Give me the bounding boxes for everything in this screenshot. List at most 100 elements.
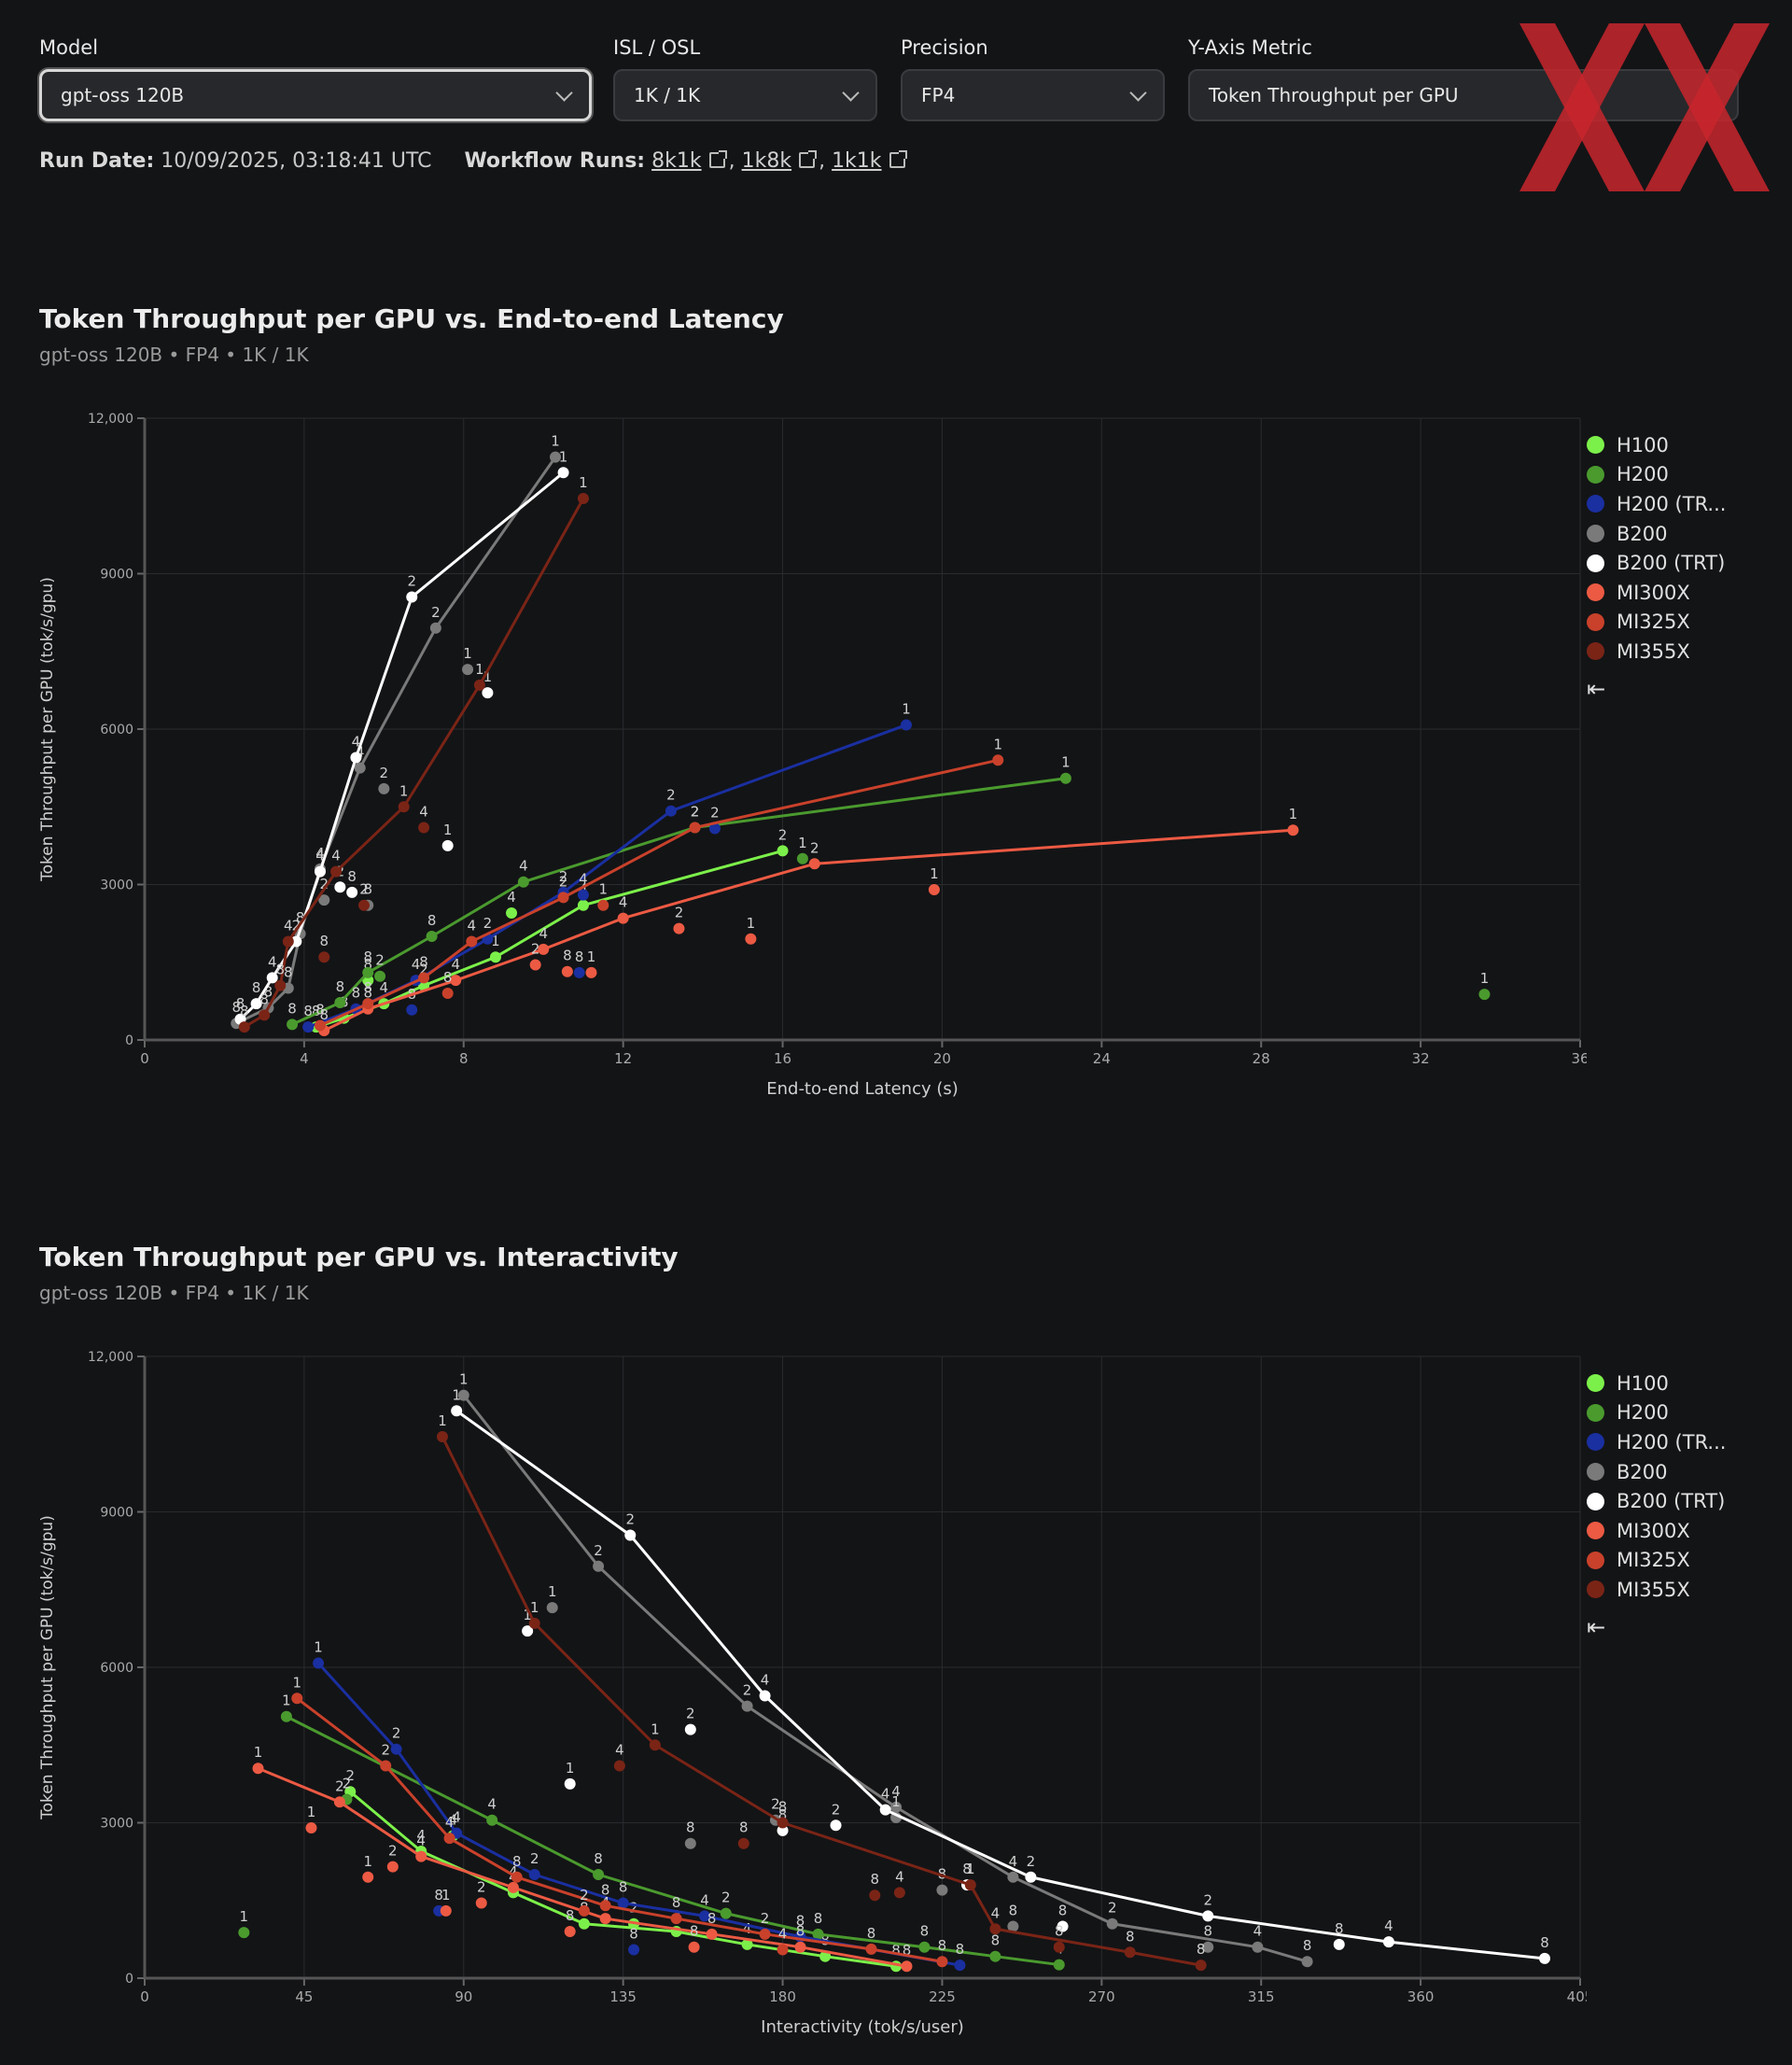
data-point[interactable]: [280, 1710, 292, 1722]
workflow-link-8k1k[interactable]: 8k1k: [651, 149, 702, 173]
data-point[interactable]: [451, 1405, 463, 1417]
data-point[interactable]: [936, 1884, 948, 1896]
data-point[interactable]: [238, 1021, 250, 1033]
data-point[interactable]: [1202, 1910, 1214, 1922]
data-point[interactable]: [380, 1760, 392, 1772]
data-point[interactable]: [302, 1021, 315, 1033]
data-point[interactable]: [486, 1814, 498, 1826]
data-point[interactable]: [893, 1887, 905, 1899]
data-point[interactable]: [406, 591, 418, 603]
data-point[interactable]: [561, 965, 573, 977]
data-point[interactable]: [777, 1817, 789, 1829]
data-point[interactable]: [649, 1739, 661, 1751]
data-point[interactable]: [1057, 1920, 1069, 1932]
data-point[interactable]: [1195, 1960, 1207, 1972]
collapse-legend-icon[interactable]: ⇤: [1587, 1613, 1606, 1640]
data-point[interactable]: [334, 997, 346, 1009]
legend-item[interactable]: B200: [1587, 519, 1726, 549]
data-point[interactable]: [318, 894, 330, 906]
data-point[interactable]: [418, 972, 430, 984]
data-point[interactable]: [374, 970, 386, 982]
data-point[interactable]: [1252, 1941, 1264, 1953]
model-select[interactable]: gpt-oss 120B: [39, 69, 592, 121]
data-point[interactable]: [665, 805, 677, 817]
data-point[interactable]: [599, 1913, 611, 1925]
y-metric-select[interactable]: Token Throughput per GPU: [1188, 69, 1739, 121]
data-point[interactable]: [577, 899, 589, 911]
data-point[interactable]: [928, 884, 940, 896]
data-point[interactable]: [865, 1943, 877, 1955]
data-point[interactable]: [577, 493, 589, 505]
legend-item[interactable]: MI300X: [1587, 578, 1726, 608]
data-point[interactable]: [522, 1625, 534, 1637]
data-point[interactable]: [992, 754, 1004, 766]
data-point[interactable]: [557, 467, 569, 479]
data-point[interactable]: [593, 1560, 605, 1572]
data-point[interactable]: [1539, 1952, 1551, 1964]
data-point[interactable]: [1053, 1959, 1065, 1971]
data-point[interactable]: [1287, 824, 1299, 836]
data-point[interactable]: [670, 1913, 682, 1925]
data-point[interactable]: [900, 719, 912, 731]
data-point[interactable]: [759, 1928, 771, 1940]
data-point[interactable]: [441, 839, 454, 851]
data-point[interactable]: [901, 1960, 913, 1973]
data-point[interactable]: [617, 912, 629, 924]
data-point[interactable]: [252, 1763, 264, 1775]
data-point[interactable]: [1025, 1871, 1037, 1883]
data-point[interactable]: [808, 858, 820, 870]
data-point[interactable]: [313, 1657, 325, 1669]
data-point[interactable]: [585, 966, 597, 978]
legend-item[interactable]: MI325X: [1587, 608, 1726, 638]
data-point[interactable]: [282, 935, 294, 948]
data-point[interactable]: [507, 1881, 519, 1893]
data-point[interactable]: [777, 845, 789, 857]
data-point[interactable]: [362, 998, 374, 1010]
data-point[interactable]: [624, 1529, 637, 1541]
data-point[interactable]: [1301, 1956, 1313, 1968]
data-point[interactable]: [777, 1944, 789, 1956]
data-point[interactable]: [1053, 1941, 1065, 1953]
workflow-link-1k8k[interactable]: 1k8k: [741, 149, 792, 173]
data-point[interactable]: [964, 1879, 976, 1891]
data-point[interactable]: [390, 1743, 402, 1755]
data-point[interactable]: [989, 1923, 1001, 1935]
data-point[interactable]: [489, 951, 501, 963]
data-point[interactable]: [673, 922, 685, 934]
data-point[interactable]: [259, 1009, 271, 1021]
data-point[interactable]: [436, 1431, 448, 1443]
data-point[interactable]: [573, 966, 585, 978]
data-point[interactable]: [450, 975, 462, 987]
data-point[interactable]: [406, 1004, 418, 1016]
data-point[interactable]: [357, 899, 370, 911]
data-point[interactable]: [699, 1910, 711, 1922]
legend-item[interactable]: MI300X: [1587, 1516, 1726, 1546]
data-point[interactable]: [362, 966, 374, 978]
data-point[interactable]: [599, 1900, 611, 1912]
data-point[interactable]: [706, 1928, 718, 1940]
data-point[interactable]: [684, 1723, 696, 1735]
data-point[interactable]: [473, 679, 485, 691]
data-point[interactable]: [745, 933, 757, 945]
data-point[interactable]: [517, 876, 529, 888]
data-point[interactable]: [305, 1822, 317, 1834]
data-point[interactable]: [266, 972, 278, 984]
data-point[interactable]: [759, 1690, 771, 1702]
data-point[interactable]: [528, 1869, 540, 1880]
data-point[interactable]: [482, 687, 494, 699]
data-point[interactable]: [830, 1819, 842, 1832]
data-point[interactable]: [1202, 1941, 1214, 1953]
legend-item[interactable]: MI355X: [1587, 637, 1726, 667]
data-point[interactable]: [564, 1777, 576, 1790]
data-point[interactable]: [429, 622, 441, 634]
data-point[interactable]: [741, 1938, 753, 1950]
data-point[interactable]: [462, 664, 474, 676]
data-point[interactable]: [794, 1941, 806, 1953]
data-point[interactable]: [538, 943, 550, 955]
data-point[interactable]: [550, 451, 562, 463]
data-point[interactable]: [597, 899, 609, 911]
data-point[interactable]: [708, 822, 721, 835]
data-point[interactable]: [954, 1960, 966, 1972]
legend-item[interactable]: B200 (TRT): [1587, 548, 1726, 578]
data-point[interactable]: [250, 998, 262, 1010]
